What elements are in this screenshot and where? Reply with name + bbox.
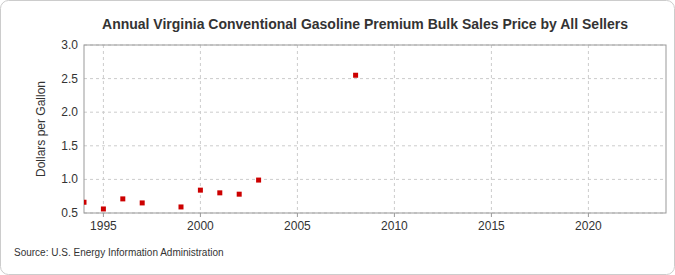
grid-line xyxy=(84,145,666,146)
tick-label: 2000 xyxy=(187,219,214,233)
tick-label: 2.0 xyxy=(61,105,78,119)
tick-label: 2.5 xyxy=(61,72,78,86)
point xyxy=(237,192,242,197)
tick-label: 2010 xyxy=(381,219,408,233)
point xyxy=(120,196,125,201)
point xyxy=(101,206,106,211)
title: Annual Virginia Conventional Gasoline Pr… xyxy=(102,16,628,32)
plot-area xyxy=(84,45,666,213)
grid-line xyxy=(84,179,666,180)
tick xyxy=(588,213,589,217)
point xyxy=(140,200,145,205)
tick-label: 1995 xyxy=(90,219,117,233)
tick xyxy=(491,213,492,217)
point xyxy=(198,188,203,193)
tick-label: 3.0 xyxy=(61,38,78,52)
tick xyxy=(297,213,298,217)
tick-label: 1.0 xyxy=(61,172,78,186)
grid-line xyxy=(103,45,104,213)
tick xyxy=(200,213,201,217)
grid-line xyxy=(588,45,589,213)
point xyxy=(179,204,184,209)
plot-frame xyxy=(84,45,666,213)
y-axis-label: Dollars per Gallon xyxy=(34,81,48,177)
tick-label: 0.5 xyxy=(61,206,78,220)
tick-label: 2005 xyxy=(284,219,311,233)
tick xyxy=(103,213,104,217)
grid-line xyxy=(394,45,395,213)
source: Source: U.S. Energy Information Administ… xyxy=(14,247,224,258)
point xyxy=(353,73,358,78)
point xyxy=(256,178,261,183)
grid-line xyxy=(297,45,298,213)
tick-label: 2015 xyxy=(478,219,505,233)
point xyxy=(217,190,222,195)
tick xyxy=(394,213,395,217)
grid-line xyxy=(84,112,666,113)
points xyxy=(84,73,358,212)
tick-label: 1.5 xyxy=(61,139,78,153)
chart: Annual Virginia Conventional Gasoline Pr… xyxy=(0,0,675,275)
border xyxy=(1,1,675,275)
grid-line xyxy=(491,45,492,213)
tick-label: 2020 xyxy=(575,219,602,233)
point xyxy=(84,200,87,205)
grid-line xyxy=(84,78,666,79)
